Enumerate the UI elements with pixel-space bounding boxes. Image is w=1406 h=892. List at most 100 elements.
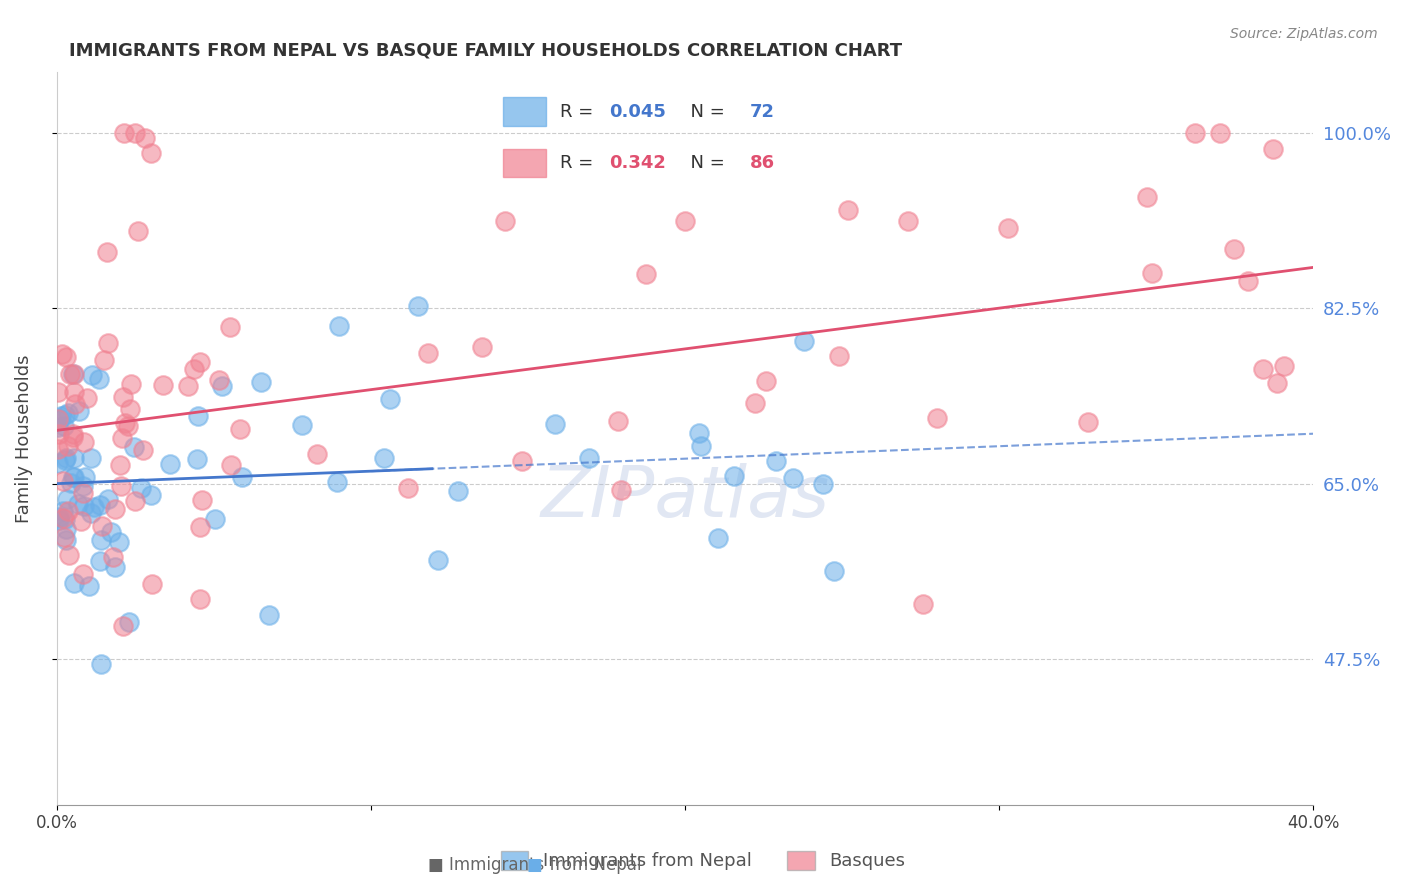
- Point: [120, 377, 142, 392]
- Point: [1263, 142, 1285, 156]
- Point: [120, 402, 142, 417]
- Point: [1136, 190, 1159, 204]
- Point: [53, 408, 76, 422]
- Point: [578, 450, 600, 465]
- Point: [159, 457, 181, 471]
- Point: [67, 497, 90, 511]
- Point: [793, 334, 815, 348]
- Point: [46, 442, 69, 457]
- Point: [219, 320, 242, 334]
- Point: [70, 514, 93, 528]
- Point: [1236, 274, 1258, 288]
- Text: ■ Immigrants from Nepal: ■ Immigrants from Nepal: [427, 856, 641, 874]
- Point: [129, 481, 152, 495]
- Point: [72, 434, 94, 449]
- Point: [96, 335, 118, 350]
- Point: [62, 427, 84, 442]
- Point: [80, 368, 103, 383]
- Point: [77, 579, 100, 593]
- Point: [406, 299, 429, 313]
- Point: [134, 130, 156, 145]
- Point: [62, 451, 84, 466]
- Point: [132, 442, 155, 457]
- Point: [997, 220, 1019, 235]
- Point: [609, 483, 631, 498]
- Point: [97, 492, 120, 507]
- Point: [396, 482, 419, 496]
- Point: [152, 377, 174, 392]
- Point: [124, 126, 146, 140]
- Point: [62, 430, 84, 444]
- Point: [56, 439, 79, 453]
- Point: [46, 456, 69, 470]
- Point: [96, 244, 118, 259]
- Point: [689, 439, 711, 453]
- Point: [373, 450, 395, 465]
- Point: [380, 392, 402, 406]
- Point: [62, 367, 84, 381]
- Point: [79, 451, 101, 466]
- Point: [56, 503, 79, 517]
- Point: [1077, 415, 1099, 429]
- Point: [104, 501, 127, 516]
- Point: [76, 391, 98, 405]
- Point: [187, 409, 209, 424]
- Point: [1184, 126, 1206, 140]
- Point: [229, 422, 252, 436]
- Point: [72, 479, 94, 493]
- Point: [1223, 242, 1246, 256]
- Point: [494, 213, 516, 227]
- Point: [897, 214, 920, 228]
- Point: [925, 410, 948, 425]
- Point: [52, 504, 75, 518]
- Point: [67, 404, 90, 418]
- Point: [124, 440, 146, 454]
- Point: [89, 554, 111, 568]
- Point: [62, 367, 84, 381]
- Point: [188, 591, 211, 606]
- Point: [673, 213, 696, 227]
- Point: [127, 224, 149, 238]
- Point: [55, 350, 77, 364]
- Point: [83, 500, 105, 515]
- Point: [544, 417, 567, 431]
- Point: [51, 347, 73, 361]
- Point: [56, 406, 79, 420]
- Point: [89, 498, 111, 512]
- Point: [110, 478, 132, 492]
- Point: [471, 340, 494, 354]
- Point: [112, 126, 135, 140]
- Point: [58, 548, 80, 562]
- Point: [291, 417, 314, 432]
- Point: [190, 520, 212, 534]
- Point: [108, 458, 131, 472]
- Point: [48, 513, 70, 527]
- Point: [837, 202, 859, 217]
- Point: [782, 471, 804, 485]
- Point: [52, 511, 75, 525]
- Point: [63, 384, 86, 399]
- Point: [62, 470, 84, 484]
- Point: [634, 267, 657, 281]
- Point: [447, 484, 470, 499]
- Point: [48, 510, 70, 524]
- Text: IMMIGRANTS FROM NEPAL VS BASQUE FAMILY HOUSEHOLDS CORRELATION CHART: IMMIGRANTS FROM NEPAL VS BASQUE FAMILY H…: [69, 42, 903, 60]
- Point: [51, 409, 73, 423]
- Point: [1251, 361, 1274, 376]
- Point: [90, 657, 112, 672]
- Point: [426, 553, 449, 567]
- Point: [188, 354, 211, 368]
- Point: [723, 469, 745, 483]
- Point: [219, 458, 242, 472]
- Point: [512, 454, 534, 468]
- Point: [1265, 376, 1288, 391]
- Point: [58, 367, 80, 381]
- Point: [827, 349, 849, 363]
- Point: [75, 470, 97, 484]
- Point: [328, 318, 350, 333]
- Point: [111, 618, 134, 632]
- Point: [104, 559, 127, 574]
- Text: ■: ■: [526, 856, 543, 874]
- Point: [765, 454, 787, 468]
- Point: [183, 362, 205, 376]
